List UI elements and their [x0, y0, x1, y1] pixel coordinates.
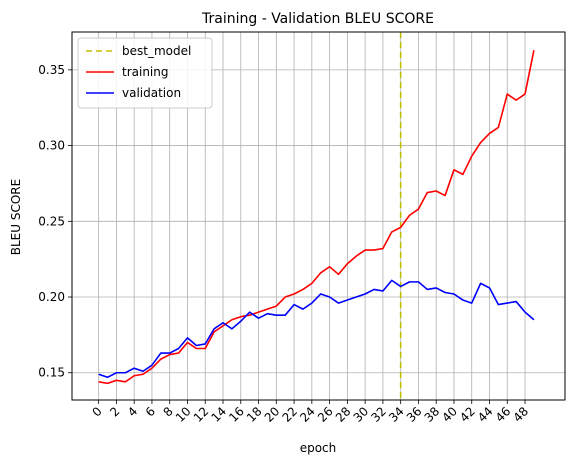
legend: best_model training validation [77, 37, 213, 109]
x-axis-title: epoch [300, 441, 337, 455]
y-tick-label: 0.20 [38, 290, 65, 304]
y-axis-title: BLEU SCORE [9, 179, 23, 255]
legend-label-best_model: best_model [122, 44, 191, 58]
plot-frame [71, 31, 566, 401]
y-axis: 0.15 0.20 0.25 0.30 0.35 [38, 63, 72, 380]
legend-label-validation: validation [122, 86, 181, 100]
legend-box [77, 37, 213, 109]
legend-label-training: training [122, 65, 169, 79]
series-layer [98, 32, 535, 400]
y-tick-label: 0.15 [38, 366, 65, 380]
chart-title: Training - Validation BLEU SCORE [201, 11, 434, 27]
y-tick-label: 0.25 [38, 214, 65, 228]
training-line [98, 50, 535, 385]
y-tick-label: 0.30 [38, 139, 65, 153]
validation-line [98, 279, 535, 379]
y-tick-label: 0.35 [38, 63, 65, 77]
